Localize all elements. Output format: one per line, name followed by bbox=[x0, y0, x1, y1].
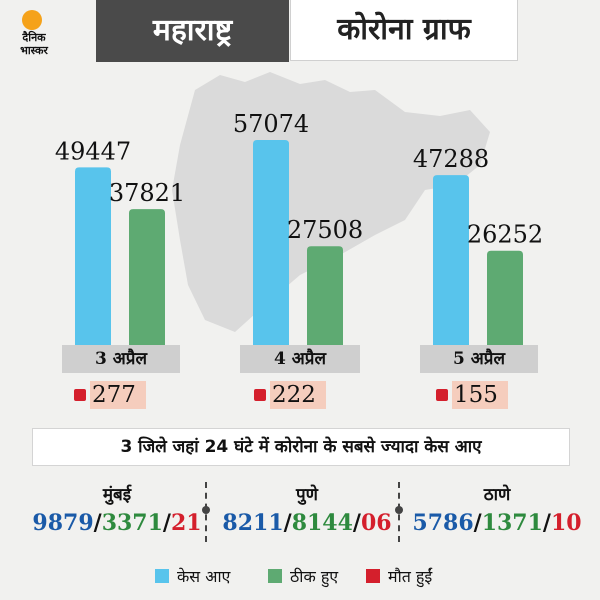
district-deaths: 10 bbox=[550, 510, 582, 536]
district-separator bbox=[395, 482, 403, 542]
death-count-2: 222 bbox=[250, 381, 340, 409]
district-recovered: 1371 bbox=[481, 510, 543, 536]
district-values: 8211/8144/06 bbox=[222, 510, 392, 536]
cases-bar bbox=[253, 140, 289, 345]
district-deaths: 06 bbox=[360, 510, 392, 536]
legend-item-cases: केस आए bbox=[155, 562, 230, 592]
dainik-bhaskar-logo: दैनिक भास्कर bbox=[8, 8, 60, 62]
district-mumbai: मुंबई 9879/3371/21 bbox=[22, 482, 212, 538]
district-deaths: 21 bbox=[170, 510, 202, 536]
bar-value-label: 47288 bbox=[413, 145, 489, 173]
death-count-3: 155 bbox=[432, 381, 522, 409]
district-name: मुंबई bbox=[102, 485, 132, 505]
district-pune: पुणे 8211/8144/06 bbox=[212, 482, 402, 538]
legend-item-recovered: ठीक हुए bbox=[268, 562, 338, 592]
district-values: 5786/1371/10 bbox=[412, 510, 582, 536]
bar-value-label: 26252 bbox=[467, 221, 543, 249]
legend-label: ठीक हुए bbox=[290, 567, 339, 586]
date-label-2: 4 अप्रैल bbox=[240, 345, 360, 373]
death-value: 222 bbox=[272, 382, 316, 408]
district-thane: ठाणे 5786/1371/10 bbox=[402, 482, 592, 538]
death-value: 277 bbox=[92, 382, 136, 408]
graph-title: कोरोना ग्राफ bbox=[290, 0, 518, 61]
sun-icon bbox=[22, 10, 42, 30]
state-title: महाराष्ट्र bbox=[96, 0, 289, 62]
legend: केस आए ठीक हुए मौत हुईं bbox=[0, 562, 600, 592]
district-separator bbox=[202, 482, 210, 542]
bar-value-label: 57074 bbox=[233, 110, 309, 138]
district-recovered: 3371 bbox=[101, 510, 163, 536]
legend-swatch bbox=[155, 569, 169, 583]
district-cases: 9879 bbox=[32, 510, 94, 536]
legend-item-deaths: मौत हुईं bbox=[366, 562, 432, 592]
bar-value-label: 37821 bbox=[109, 179, 185, 207]
death-box bbox=[270, 381, 326, 409]
district-cases: 5786 bbox=[412, 510, 474, 536]
date-label-1: 3 अप्रैल bbox=[62, 345, 180, 373]
recovered-bar bbox=[307, 246, 343, 345]
district-values: 9879/3371/21 bbox=[32, 510, 202, 536]
date-label-3: 5 अप्रैल bbox=[420, 345, 538, 373]
legend-label: मौत हुईं bbox=[388, 567, 433, 586]
death-marker bbox=[74, 389, 86, 401]
district-name: ठाणे bbox=[483, 485, 511, 505]
recovered-bar bbox=[487, 250, 523, 345]
death-count-1: 277 bbox=[70, 381, 160, 409]
legend-swatch bbox=[268, 569, 282, 583]
legend-swatch bbox=[366, 569, 380, 583]
cases-bar bbox=[75, 167, 111, 345]
death-box bbox=[452, 381, 508, 409]
district-cases: 8211 bbox=[222, 510, 284, 536]
districts-heading: 3 जिले जहां 24 घंटे में कोरोना के सबसे ज… bbox=[32, 428, 570, 466]
death-box bbox=[90, 381, 146, 409]
district-recovered: 8144 bbox=[291, 510, 353, 536]
death-marker bbox=[254, 389, 266, 401]
bar-chart: 49447 37821 57074 27508 47288 26252 bbox=[55, 110, 543, 345]
recovered-bar bbox=[129, 209, 165, 345]
cases-bar bbox=[433, 175, 469, 345]
death-marker bbox=[436, 389, 448, 401]
bar-value-label: 27508 bbox=[287, 216, 363, 244]
maharashtra-map-silhouette bbox=[172, 72, 490, 332]
legend-label: केस आए bbox=[177, 567, 231, 586]
death-value: 155 bbox=[454, 382, 498, 408]
logo-line-2: भास्कर bbox=[20, 44, 48, 57]
logo-line-1: दैनिक bbox=[22, 31, 46, 44]
district-name: पुणे bbox=[296, 485, 318, 505]
bar-value-label: 49447 bbox=[55, 137, 131, 165]
